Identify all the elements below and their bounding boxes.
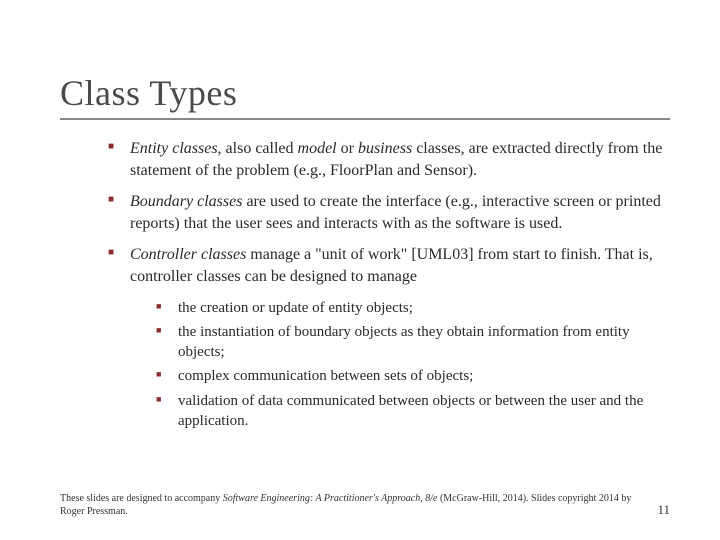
page-number: 11 <box>657 502 670 518</box>
slide-title: Class Types <box>60 72 670 120</box>
sub-bullet-instantiation: the instantiation of boundary objects as… <box>178 322 670 363</box>
footer-text-pre: These slides are designed to accompany <box>60 493 223 504</box>
text-fragment: , also called <box>218 140 298 157</box>
bullet-controller: Controller classes manage a "unit of wor… <box>130 244 670 431</box>
footer-book-title: Software Engineering: A Practitioner's A… <box>223 493 438 504</box>
main-bullet-list: Entity classes, also called model or bus… <box>60 138 670 431</box>
term-business: business <box>358 140 412 157</box>
term-entity-classes: Entity classes <box>130 140 218 157</box>
sub-bullet-list: the creation or update of entity objects… <box>130 298 670 432</box>
sub-bullet-creation: the creation or update of entity objects… <box>178 298 670 318</box>
sub-bullet-communication: complex communication between sets of ob… <box>178 366 670 386</box>
sub-bullet-validation: validation of data communicated between … <box>178 391 670 432</box>
term-boundary-classes: Boundary classes <box>130 193 242 210</box>
term-model: model <box>298 140 337 157</box>
slide-footer: These slides are designed to accompany S… <box>60 493 670 518</box>
text-fragment: or <box>337 140 358 157</box>
bullet-boundary: Boundary classes are used to create the … <box>130 191 670 234</box>
footer-attribution: These slides are designed to accompany S… <box>60 493 657 518</box>
bullet-entity: Entity classes, also called model or bus… <box>130 138 670 181</box>
term-controller-classes: Controller classes <box>130 246 246 263</box>
